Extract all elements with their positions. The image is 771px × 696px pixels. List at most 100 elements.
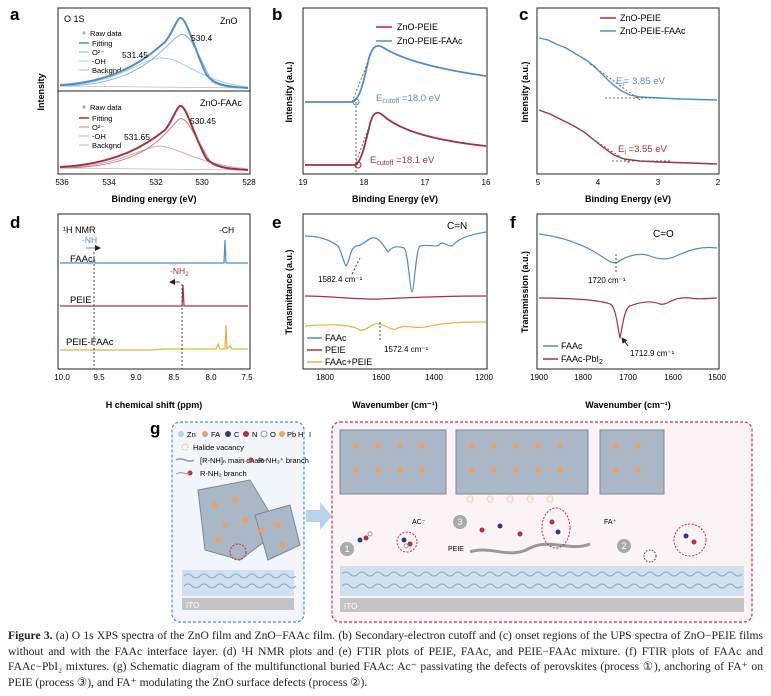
panel-e-peak2: 1572.4 cm⁻¹: [384, 345, 429, 354]
panel-c: c Intensity (a.u.) ZnO-PEIE ZnO-PEIE-FAA…: [519, 5, 721, 204]
panel-f-legend: FAAc FAAc-PbI2: [543, 341, 603, 366]
panel-g-step-3: 3: [457, 517, 462, 527]
panel-e-legend: FAAc PEIE FAAc+PEIE: [307, 333, 372, 367]
panel-f-tag: C=O: [653, 229, 674, 240]
panel-a-sample-top: ZnO: [220, 16, 238, 26]
panel-f-spectrum-faac: [538, 233, 718, 264]
panel-g-peie-label: PEIE: [448, 546, 464, 553]
svg-text:O: O: [270, 430, 276, 439]
panel-letter-g: g: [150, 419, 160, 438]
panel-letter-a: a: [10, 5, 20, 24]
svg-text:8.0: 8.0: [205, 373, 217, 382]
svg-text:1900: 1900: [530, 373, 548, 382]
svg-text:Fitting: Fitting: [92, 114, 112, 123]
svg-text:528: 528: [242, 178, 256, 187]
svg-text:O²⁻: O²⁻: [92, 48, 104, 57]
panel-g-process-1: AC⁻ 1: [340, 519, 426, 556]
panel-d-label-mix: PEIE-FAAc: [66, 337, 114, 348]
panel-d-nh: -NH: [82, 235, 97, 245]
panel-d-spectrum-faac: [60, 239, 248, 264]
svg-text:C: C: [234, 430, 240, 439]
panel-c-xlabel: Binding Energy (eV): [585, 194, 671, 204]
svg-text:ZnO-PEIE: ZnO-PEIE: [620, 13, 661, 23]
panel-e-ticks: 1800 1600 1400 1200: [316, 373, 493, 382]
panel-g-ito-right: ITO: [344, 602, 357, 611]
panel-g-zno-left: ITO: [182, 570, 297, 610]
svg-text:1600: 1600: [372, 373, 390, 382]
svg-text:FAAc: FAAc: [561, 341, 583, 351]
panel-g-perovskite-left: [197, 479, 301, 561]
svg-text:R-NH₂ branch: R-NH₂ branch: [200, 469, 247, 478]
svg-text:1500: 1500: [708, 373, 726, 382]
panel-c-ticks: 5 4 3 2: [536, 178, 721, 187]
panel-a: a Intensity O 1S ZnO ZnO-FAAc Raw data F…: [10, 5, 256, 204]
panel-e: e Transmittance (a.u.) C=N 1582.4 cm⁻¹ 1…: [272, 213, 493, 410]
panel-b-ylabel: Intensity (a.u.): [284, 61, 294, 122]
panel-g-fa-label: FA⁺: [604, 519, 617, 526]
svg-text:4: 4: [596, 178, 601, 187]
panel-a-bot-o2: [59, 118, 249, 171]
panel-letter-b: b: [272, 5, 282, 24]
panel-g-step-2: 2: [621, 541, 626, 551]
svg-text:I: I: [309, 430, 311, 439]
panel-d-frame: [57, 213, 251, 370]
panel-d-xlabel: H chemical shift (ppm): [106, 400, 203, 410]
panel-e-peak1: 1582.4 cm⁻¹: [318, 275, 363, 284]
svg-text:536: 536: [55, 178, 69, 187]
panel-g-process-3: 3 PEIE: [448, 507, 591, 555]
panel-d-nh2: -NH2: [170, 266, 189, 278]
svg-text:8.5: 8.5: [168, 373, 180, 382]
svg-text:534: 534: [102, 178, 116, 187]
panel-f-ylabel: Transmission (a.u.): [520, 251, 530, 333]
panel-b-curve-peie: [305, 111, 487, 166]
panel-d-ch: -CH: [219, 225, 234, 235]
svg-text:19: 19: [299, 178, 308, 187]
panel-c-curve-faac: [538, 37, 718, 101]
panel-a-top-oh: [59, 57, 249, 88]
svg-text:Backgnd: Backgnd: [92, 141, 121, 150]
panel-c-frame: [536, 7, 720, 175]
panel-b-cutoff-peie: Ecutoff =18.1 eV: [370, 155, 435, 167]
panel-c-onset-faac: Ei= 3.85 eV: [616, 76, 666, 88]
panel-letter-c: c: [519, 5, 528, 24]
caption-text: (a) O 1s XPS spectra of the ZnO film and…: [8, 629, 763, 689]
svg-text:1200: 1200: [475, 373, 493, 382]
panel-d-spectrum-peie: [60, 284, 248, 307]
panel-g-ito-left: ITO: [186, 601, 199, 610]
panel-f-xlabel: Wavenumber (cm⁻¹): [585, 400, 670, 410]
svg-text:Zn: Zn: [187, 430, 196, 439]
svg-text:Raw data: Raw data: [90, 103, 123, 112]
panel-g-arrow: [306, 502, 332, 530]
svg-text:530: 530: [195, 178, 209, 187]
panel-a-bot-oh: [59, 145, 249, 170]
svg-text:FAAc: FAAc: [325, 333, 347, 343]
svg-text:FAAc-PbI2: FAAc-PbI2: [561, 354, 603, 366]
svg-text:FA: FA: [211, 430, 220, 439]
panel-f-peak2: 1712.9 cm⁻¹: [630, 349, 675, 358]
panel-a-bot-peak2: 530.45: [190, 116, 216, 126]
svg-text:2: 2: [716, 178, 721, 187]
panel-g-process-2: FA⁺ 2: [604, 519, 707, 563]
panel-d-label-peie: PEIE: [70, 295, 92, 306]
panel-letter-f: f: [510, 213, 516, 232]
panel-g-perovskite-right: [339, 429, 665, 503]
figure-3: a Intensity O 1S ZnO ZnO-FAAc Raw data F…: [10, 5, 753, 623]
panel-a-xlabel: Binding energy (eV): [111, 194, 196, 204]
panel-e-ylabel: Transmittance (a.u.): [284, 249, 294, 334]
svg-text:ZnO-PEIE-FAAc: ZnO-PEIE-FAAc: [620, 26, 686, 36]
panel-e-tag: C=N: [447, 221, 467, 232]
panel-g-legend: Zn FA C N O Pb H I Halide vacancy [R-NH]…: [175, 430, 311, 478]
svg-text:O²⁻: O²⁻: [92, 123, 104, 132]
panel-a-ticks: 536 534 532 530 528: [55, 178, 256, 187]
svg-text:Fitting: Fitting: [92, 39, 112, 48]
panel-letter-e: e: [272, 213, 281, 232]
panel-a-sample-bottom: ZnO-FAAc: [200, 98, 243, 108]
svg-text:PEIE: PEIE: [325, 345, 346, 355]
panel-b-ticks: 19 18 17 16: [299, 178, 491, 187]
panel-g-ac-label: AC⁻: [412, 519, 426, 526]
svg-text:R-NH₃⁺ branch: R-NH₃⁺ branch: [258, 456, 309, 465]
svg-text:Raw data: Raw data: [90, 29, 123, 38]
panel-f-frame: [536, 213, 720, 370]
svg-text:1700: 1700: [619, 373, 637, 382]
panel-d-label-faac: FAAc: [70, 254, 93, 265]
